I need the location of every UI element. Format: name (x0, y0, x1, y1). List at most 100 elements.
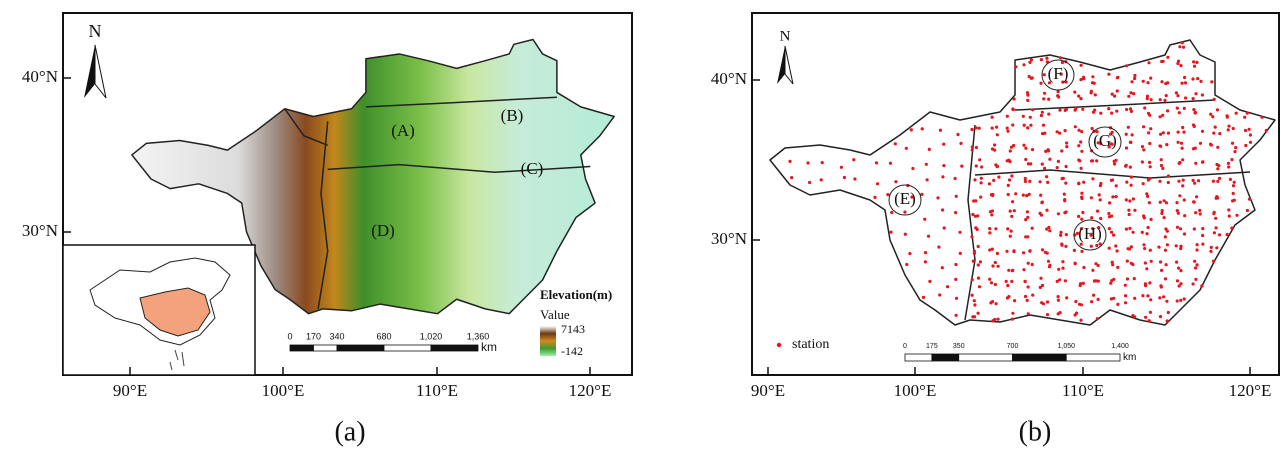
station-dot (1183, 214, 1186, 217)
lon-label: 110°E (1062, 381, 1104, 400)
station-dot (1166, 81, 1169, 84)
station-dot (978, 158, 981, 161)
station-dot (1031, 148, 1034, 151)
station-dot (994, 163, 997, 166)
station-dot (1127, 247, 1130, 250)
station-dot (1243, 116, 1246, 119)
station-dot (1165, 143, 1168, 146)
station-dot (1059, 56, 1062, 59)
station-dot (1099, 182, 1102, 185)
station-dot (971, 145, 974, 148)
station-dot (889, 162, 892, 165)
station-dot (1161, 209, 1164, 212)
station-dot (1080, 303, 1083, 306)
station-dot (1031, 263, 1034, 266)
station-dot (1194, 92, 1197, 95)
figure: N 40°N 30°N 90°E100°E110°E120°E (A) (B) … (0, 0, 1284, 451)
station-dot (1160, 158, 1163, 161)
station-dot (1047, 260, 1050, 263)
station-dot (1111, 261, 1114, 264)
station-dot (1244, 144, 1247, 147)
station-dot (1008, 160, 1011, 163)
station-dot (938, 293, 941, 296)
station-dot (1031, 108, 1034, 111)
station-dot (1192, 147, 1195, 150)
station-dot (1148, 281, 1151, 284)
station-dot (808, 181, 811, 184)
station-dot (1133, 277, 1136, 280)
scale-segment (337, 345, 384, 351)
station-dot (910, 128, 913, 131)
station-dot (1212, 212, 1215, 215)
station-dot (1147, 131, 1150, 134)
station-dot (1209, 113, 1212, 116)
station-dot (788, 160, 791, 163)
station-dot (1162, 295, 1165, 298)
station-dot (1125, 146, 1128, 149)
station-dot (1080, 64, 1083, 67)
station-dot (1010, 230, 1013, 233)
station-dot (1012, 144, 1015, 147)
station-dot (1042, 97, 1045, 100)
station-dot (1007, 193, 1010, 196)
station-dot (1142, 214, 1145, 217)
station-dot (1112, 234, 1115, 237)
station-dot (1176, 299, 1179, 302)
station-dot (1048, 158, 1051, 161)
legend-title: Elevation(m) (540, 287, 612, 302)
station-dot (991, 209, 994, 212)
station-dot (1108, 247, 1111, 250)
station-dot (991, 300, 994, 303)
station-dot (1097, 264, 1100, 267)
station-dot (1126, 277, 1129, 280)
station-dot (1064, 182, 1067, 185)
station-dot (1077, 158, 1080, 161)
station-dot (1029, 124, 1032, 127)
station-dot (1215, 195, 1218, 198)
station-dot (1045, 57, 1048, 60)
station-dot (1193, 260, 1196, 263)
station-dot (1216, 167, 1219, 170)
station-dot (1141, 145, 1144, 148)
station-dot (1046, 181, 1049, 184)
station-dot (1217, 164, 1220, 167)
station-dot (1127, 126, 1130, 129)
station-dot (1218, 132, 1221, 135)
station-dot (1057, 95, 1060, 98)
station-dot (943, 226, 946, 229)
station-dot (1007, 269, 1010, 272)
station-dot (1199, 142, 1202, 145)
station-dot (1007, 184, 1010, 187)
station-dot (1090, 245, 1093, 248)
station-dot (1027, 285, 1030, 288)
station-dot (941, 266, 944, 269)
lon-label: 90°E (113, 381, 147, 400)
north-arrow (785, 46, 793, 84)
station-dot (980, 165, 983, 168)
station-dot (1160, 269, 1163, 272)
station-dot (1024, 147, 1027, 150)
station-dot (1167, 311, 1170, 314)
station-dot (1179, 299, 1182, 302)
station-dot (1142, 125, 1145, 128)
station-dot (1176, 226, 1179, 229)
lon-label: 100°E (894, 381, 937, 400)
station-dot (956, 133, 959, 136)
station-dot (1060, 149, 1063, 152)
lon-label: 90°E (751, 381, 785, 400)
station-dot (1235, 214, 1238, 217)
station-dot (1126, 260, 1129, 263)
station-dot (1181, 158, 1184, 161)
station-dot (1129, 166, 1132, 169)
station-dot (1124, 294, 1127, 297)
station-dot (1022, 115, 1025, 118)
station-dot (1191, 77, 1194, 80)
station-dot (1080, 150, 1083, 153)
station-dot (1009, 149, 1012, 152)
station-dot (1065, 165, 1068, 168)
station-dot (1028, 61, 1031, 64)
station-dot (1183, 107, 1186, 110)
station-dot (1006, 159, 1009, 162)
station-dot (1074, 300, 1077, 303)
